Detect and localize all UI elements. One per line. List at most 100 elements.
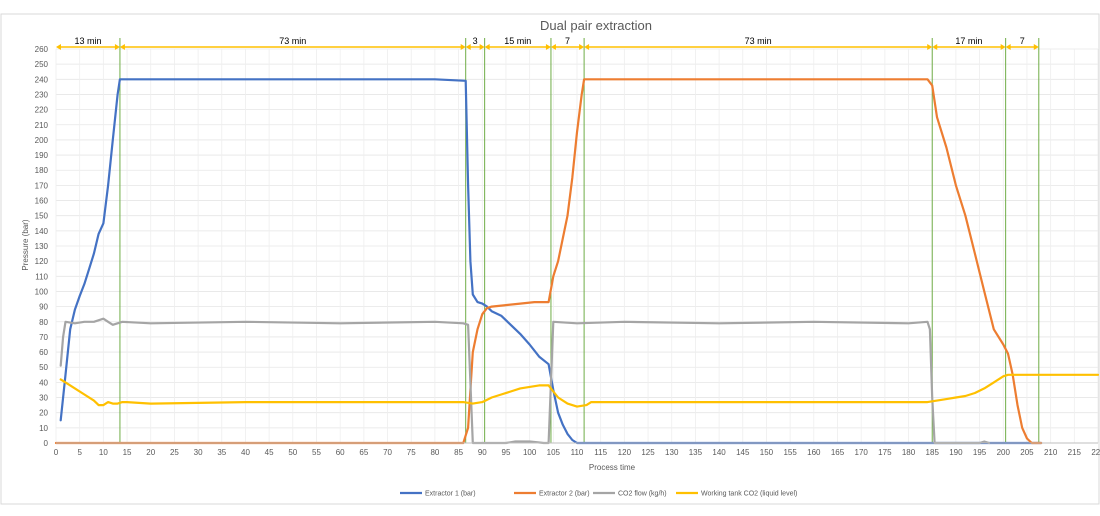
x-tick-label: 0 [54, 448, 59, 457]
x-tick-label: 185 [926, 448, 940, 457]
x-tick-label: 125 [641, 448, 655, 457]
x-tick-label: 25 [170, 448, 179, 457]
phase-arrowhead-left [1005, 44, 1011, 50]
x-tick-label: 65 [359, 448, 368, 457]
x-axis: 0 5 10 15 20 25 30 35 40 45 50 55 60 65 70 75 80 85 90 95 10… [54, 442, 1100, 457]
phase-arrowhead-right [1033, 44, 1039, 50]
x-tick-label: 220 [1091, 448, 1100, 457]
x-tick-label: 120 [618, 448, 632, 457]
y-tick-label: 0 [44, 439, 49, 448]
x-tick-label: 105 [547, 448, 561, 457]
legend-label-3: CO2 flow (kg/h) [618, 491, 667, 498]
y-tick-label: 160 [35, 197, 49, 206]
series-line-2 [54, 78, 1043, 445]
phase-arrowhead-left [119, 44, 125, 50]
y-tick-label: 50 [39, 363, 48, 372]
phase-arrowhead-left [932, 44, 938, 50]
x-tick-label: 195 [973, 448, 987, 457]
x-tick-label: 165 [831, 448, 845, 457]
chart-title: Dual pair extraction [540, 18, 652, 33]
y-tick-label: 70 [39, 333, 48, 342]
y-tick-label: 220 [35, 106, 49, 115]
phase-label-6: 73 min [745, 36, 772, 46]
y-tick-label: 100 [35, 287, 49, 296]
x-tick-label: 100 [523, 448, 537, 457]
x-tick-label: 140 [712, 448, 726, 457]
phase-arrowhead-right [1000, 44, 1006, 50]
y-tick-label: 130 [35, 242, 49, 251]
y-tick-label: 10 [39, 424, 48, 433]
x-tick-label: 200 [997, 448, 1011, 457]
y-tick-label: 150 [35, 212, 49, 221]
x-tick-label: 35 [217, 448, 226, 457]
phase-label-2: 73 min [279, 36, 306, 46]
legend-label-1: Extractor 1 (bar) [425, 491, 476, 498]
x-tick-label: 215 [1068, 448, 1082, 457]
x-tick-label: 180 [902, 448, 916, 457]
x-tick-label: 150 [760, 448, 774, 457]
series-line-1 [59, 78, 1043, 445]
y-tick-label: 20 [39, 409, 48, 418]
x-tick-label: 5 [77, 448, 82, 457]
phase-label-1: 13 min [74, 36, 101, 46]
x-tick-label: 80 [430, 448, 439, 457]
x-tick-label: 210 [1044, 448, 1058, 457]
x-tick-label: 90 [478, 448, 487, 457]
phase-label-8: 7 [1020, 36, 1025, 46]
series-line-4 [59, 373, 1100, 408]
x-tick-label: 95 [502, 448, 511, 457]
y-tick-label: 180 [35, 166, 49, 175]
phase-arrowhead-right [460, 44, 466, 50]
y-tick-label: 90 [39, 303, 48, 312]
x-tick-label: 85 [454, 448, 463, 457]
phase-annotations: 13 min 73 min 3 15 min 7 73 min 17 min 7 [56, 36, 1039, 50]
y-tick-label: 120 [35, 257, 49, 266]
x-tick-label: 205 [1020, 448, 1034, 457]
y-tick-label: 230 [35, 90, 49, 99]
legend-label-4: Working tank CO2 (liquid level) [701, 491, 797, 498]
chart-border [0, 13, 1100, 505]
x-tick-label: 45 [265, 448, 274, 457]
y-tick-label: 250 [35, 60, 49, 69]
x-tick-label: 110 [571, 448, 584, 457]
phase-arrowhead-right [545, 44, 551, 50]
y-tick-label: 80 [39, 318, 48, 327]
x-tick-label: 130 [665, 448, 679, 457]
x-tick-label: 75 [407, 448, 416, 457]
legend-label-2: Extractor 2 (bar) [539, 491, 590, 498]
y-tick-label: 240 [35, 75, 49, 84]
x-axis-title: Process time [589, 463, 636, 472]
phase-arrowhead-right [927, 44, 933, 50]
y-tick-label: 110 [35, 272, 48, 281]
y-tick-label: 190 [35, 151, 49, 160]
phase-arrowhead-right [114, 44, 120, 50]
y-tick-label: 200 [35, 136, 49, 145]
y-axis-title: Pressure (bar) [21, 219, 30, 270]
y-tick-label: 30 [39, 394, 48, 403]
y-tick-label: 140 [35, 227, 49, 236]
x-tick-label: 50 [288, 448, 297, 457]
phase-arrowhead-left [484, 44, 490, 50]
y-axis: 0 10 20 30 40 50 60 70 80 90 100 110 120 130 140 150 160… [35, 45, 49, 448]
x-tick-label: 20 [146, 448, 155, 457]
x-tick-label: 115 [594, 448, 607, 457]
phase-arrowhead-right [479, 44, 485, 50]
x-tick-label: 15 [123, 448, 132, 457]
y-tick-label: 60 [39, 348, 48, 357]
x-tick-label: 170 [855, 448, 869, 457]
phase-arrowhead-left [56, 44, 61, 50]
y-tick-label: 40 [39, 378, 48, 387]
y-tick-label: 210 [35, 121, 49, 130]
phase-label-7: 17 min [955, 36, 982, 46]
phase-arrowhead-left [465, 44, 471, 50]
x-tick-label: 155 [783, 448, 797, 457]
x-tick-label: 40 [241, 448, 250, 457]
x-tick-label: 135 [689, 448, 703, 457]
phase-arrowhead-right [579, 44, 585, 50]
legend: Extractor 1 (bar) Extractor 2 (bar) CO2 fl… [400, 491, 797, 498]
x-tick-label: 30 [194, 448, 203, 457]
x-tick-label: 145 [736, 448, 750, 457]
x-tick-label: 175 [878, 448, 892, 457]
x-tick-label: 70 [383, 448, 392, 457]
phase-arrowhead-left [584, 44, 590, 50]
